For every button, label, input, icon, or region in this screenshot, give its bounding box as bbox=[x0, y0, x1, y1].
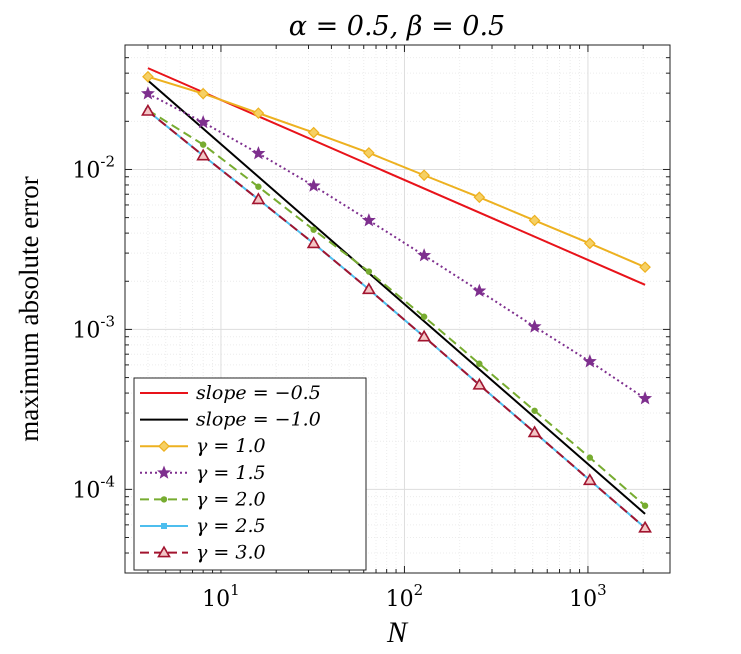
data-point bbox=[472, 283, 487, 297]
data-point bbox=[420, 313, 428, 320]
series-line bbox=[147, 109, 646, 507]
data-point bbox=[142, 70, 154, 83]
data-point bbox=[140, 86, 155, 100]
legend-marker bbox=[157, 465, 171, 479]
data-point bbox=[472, 377, 487, 390]
data-point bbox=[639, 261, 651, 274]
legend-label: slope = −1.0 bbox=[196, 409, 321, 431]
series-line bbox=[147, 79, 646, 515]
data-point bbox=[199, 141, 207, 148]
legend-marker bbox=[161, 523, 167, 529]
data-point bbox=[476, 360, 483, 367]
data-point bbox=[361, 282, 376, 295]
series-line bbox=[147, 75, 646, 269]
data-point bbox=[310, 226, 317, 233]
chart-title: α = 0.5, β = 0.5 bbox=[289, 11, 505, 42]
x-tick-labels: 101 102 103 bbox=[202, 581, 607, 612]
legend-marker bbox=[160, 496, 168, 503]
y-axis-label: maximum absolute error bbox=[14, 176, 44, 441]
data-point bbox=[306, 236, 321, 249]
data-point bbox=[141, 103, 155, 116]
data-point bbox=[363, 147, 375, 159]
y-tick-label: 10-2 bbox=[72, 152, 115, 183]
legend-label: γ = 3.0 bbox=[196, 542, 266, 564]
legend-label: γ = 2.5 bbox=[196, 515, 266, 537]
legend-entries: slope = −0.5 slope = −1.0 γ = 1.0 γ = 1.5 γ … bbox=[140, 382, 321, 564]
data-point bbox=[528, 214, 541, 227]
legend-label: γ = 2.0 bbox=[196, 488, 266, 510]
plot-area-frame bbox=[124, 44, 671, 574]
y-tick-label: 10-3 bbox=[72, 312, 115, 343]
y-tick-label: 10-4 bbox=[72, 472, 115, 503]
data-point bbox=[306, 178, 321, 192]
data-point bbox=[417, 248, 432, 262]
data-point bbox=[196, 115, 211, 129]
data-point bbox=[418, 169, 430, 182]
data-point bbox=[638, 391, 653, 405]
legend: slope = −0.5 slope = −1.0 γ = 1.0 γ = 1.5 γ … bbox=[133, 377, 367, 571]
legend-label: slope = −0.5 bbox=[196, 382, 321, 404]
data-point bbox=[638, 520, 652, 533]
legend-box bbox=[133, 377, 367, 571]
data-point bbox=[197, 87, 210, 100]
data-point bbox=[196, 148, 211, 161]
legend-marker bbox=[157, 545, 171, 558]
data-point bbox=[255, 183, 262, 190]
series-markers bbox=[140, 70, 653, 533]
data-point bbox=[582, 473, 597, 486]
data-point bbox=[252, 107, 265, 119]
data-point bbox=[361, 213, 376, 227]
data-point bbox=[582, 354, 597, 368]
data-point bbox=[527, 319, 542, 333]
data-point bbox=[251, 192, 266, 205]
x-tick-label: 101 bbox=[202, 581, 240, 612]
x-tick-label: 103 bbox=[569, 581, 607, 612]
series-line bbox=[147, 110, 646, 529]
series-lines bbox=[147, 67, 646, 529]
data-point bbox=[527, 425, 542, 438]
data-point bbox=[531, 407, 538, 414]
legend-label: γ = 1.5 bbox=[196, 462, 266, 484]
legend-marker bbox=[158, 440, 170, 453]
data-point bbox=[641, 502, 649, 509]
data-point bbox=[251, 146, 266, 160]
legend-label: γ = 1.0 bbox=[196, 435, 266, 457]
data-point bbox=[307, 126, 320, 139]
data-point bbox=[586, 454, 594, 461]
y-tick-labels: 10-4 10-3 10-2 bbox=[72, 152, 115, 503]
data-point bbox=[473, 191, 486, 204]
data-point bbox=[417, 329, 432, 342]
data-point bbox=[365, 268, 373, 275]
data-point bbox=[583, 237, 596, 250]
axis-ticks bbox=[125, 45, 670, 574]
x-axis-label: N bbox=[386, 616, 409, 649]
x-tick-label: 102 bbox=[386, 581, 424, 612]
